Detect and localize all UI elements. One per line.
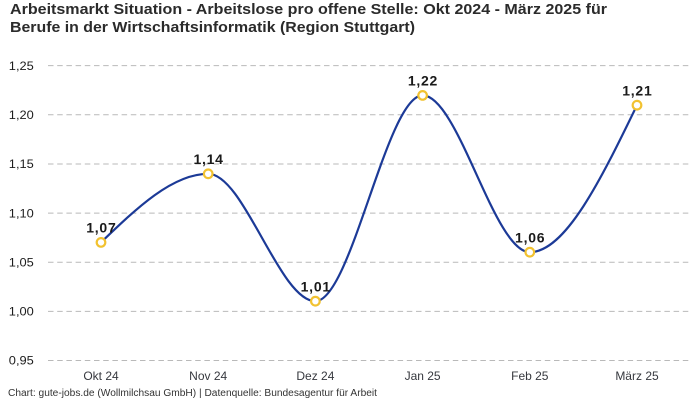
- svg-text:Okt 24: Okt 24: [83, 369, 119, 383]
- svg-text:1,05: 1,05: [9, 256, 34, 270]
- svg-text:1,07: 1,07: [86, 220, 116, 236]
- svg-text:1,00: 1,00: [9, 305, 34, 319]
- svg-text:1,10: 1,10: [9, 206, 34, 220]
- svg-text:Chart: gute-jobs.de (Wollmilch: Chart: gute-jobs.de (Wollmilchsau GmbH) …: [8, 388, 377, 399]
- svg-text:1,20: 1,20: [9, 108, 34, 122]
- svg-text:Berufe in der Wirtschaftsinfor: Berufe in der Wirtschaftsinformatik (Reg…: [10, 20, 415, 36]
- svg-text:1,15: 1,15: [9, 157, 34, 171]
- svg-text:1,25: 1,25: [9, 59, 34, 73]
- svg-text:0,95: 0,95: [9, 354, 34, 368]
- svg-text:Nov 24: Nov 24: [189, 369, 227, 383]
- svg-text:1,01: 1,01: [301, 278, 331, 294]
- svg-text:1,21: 1,21: [622, 82, 652, 98]
- svg-text:1,14: 1,14: [193, 151, 223, 167]
- svg-text:März 25: März 25: [615, 369, 659, 383]
- svg-text:Dez 24: Dez 24: [296, 369, 334, 383]
- svg-text:Jan 25: Jan 25: [405, 369, 441, 383]
- svg-text:1,22: 1,22: [408, 73, 438, 89]
- svg-text:1,06: 1,06: [515, 229, 545, 245]
- svg-text:Arbeitsmarkt Situation - Arbei: Arbeitsmarkt Situation - Arbeitslose pro…: [10, 2, 607, 18]
- svg-text:Feb 25: Feb 25: [511, 369, 549, 383]
